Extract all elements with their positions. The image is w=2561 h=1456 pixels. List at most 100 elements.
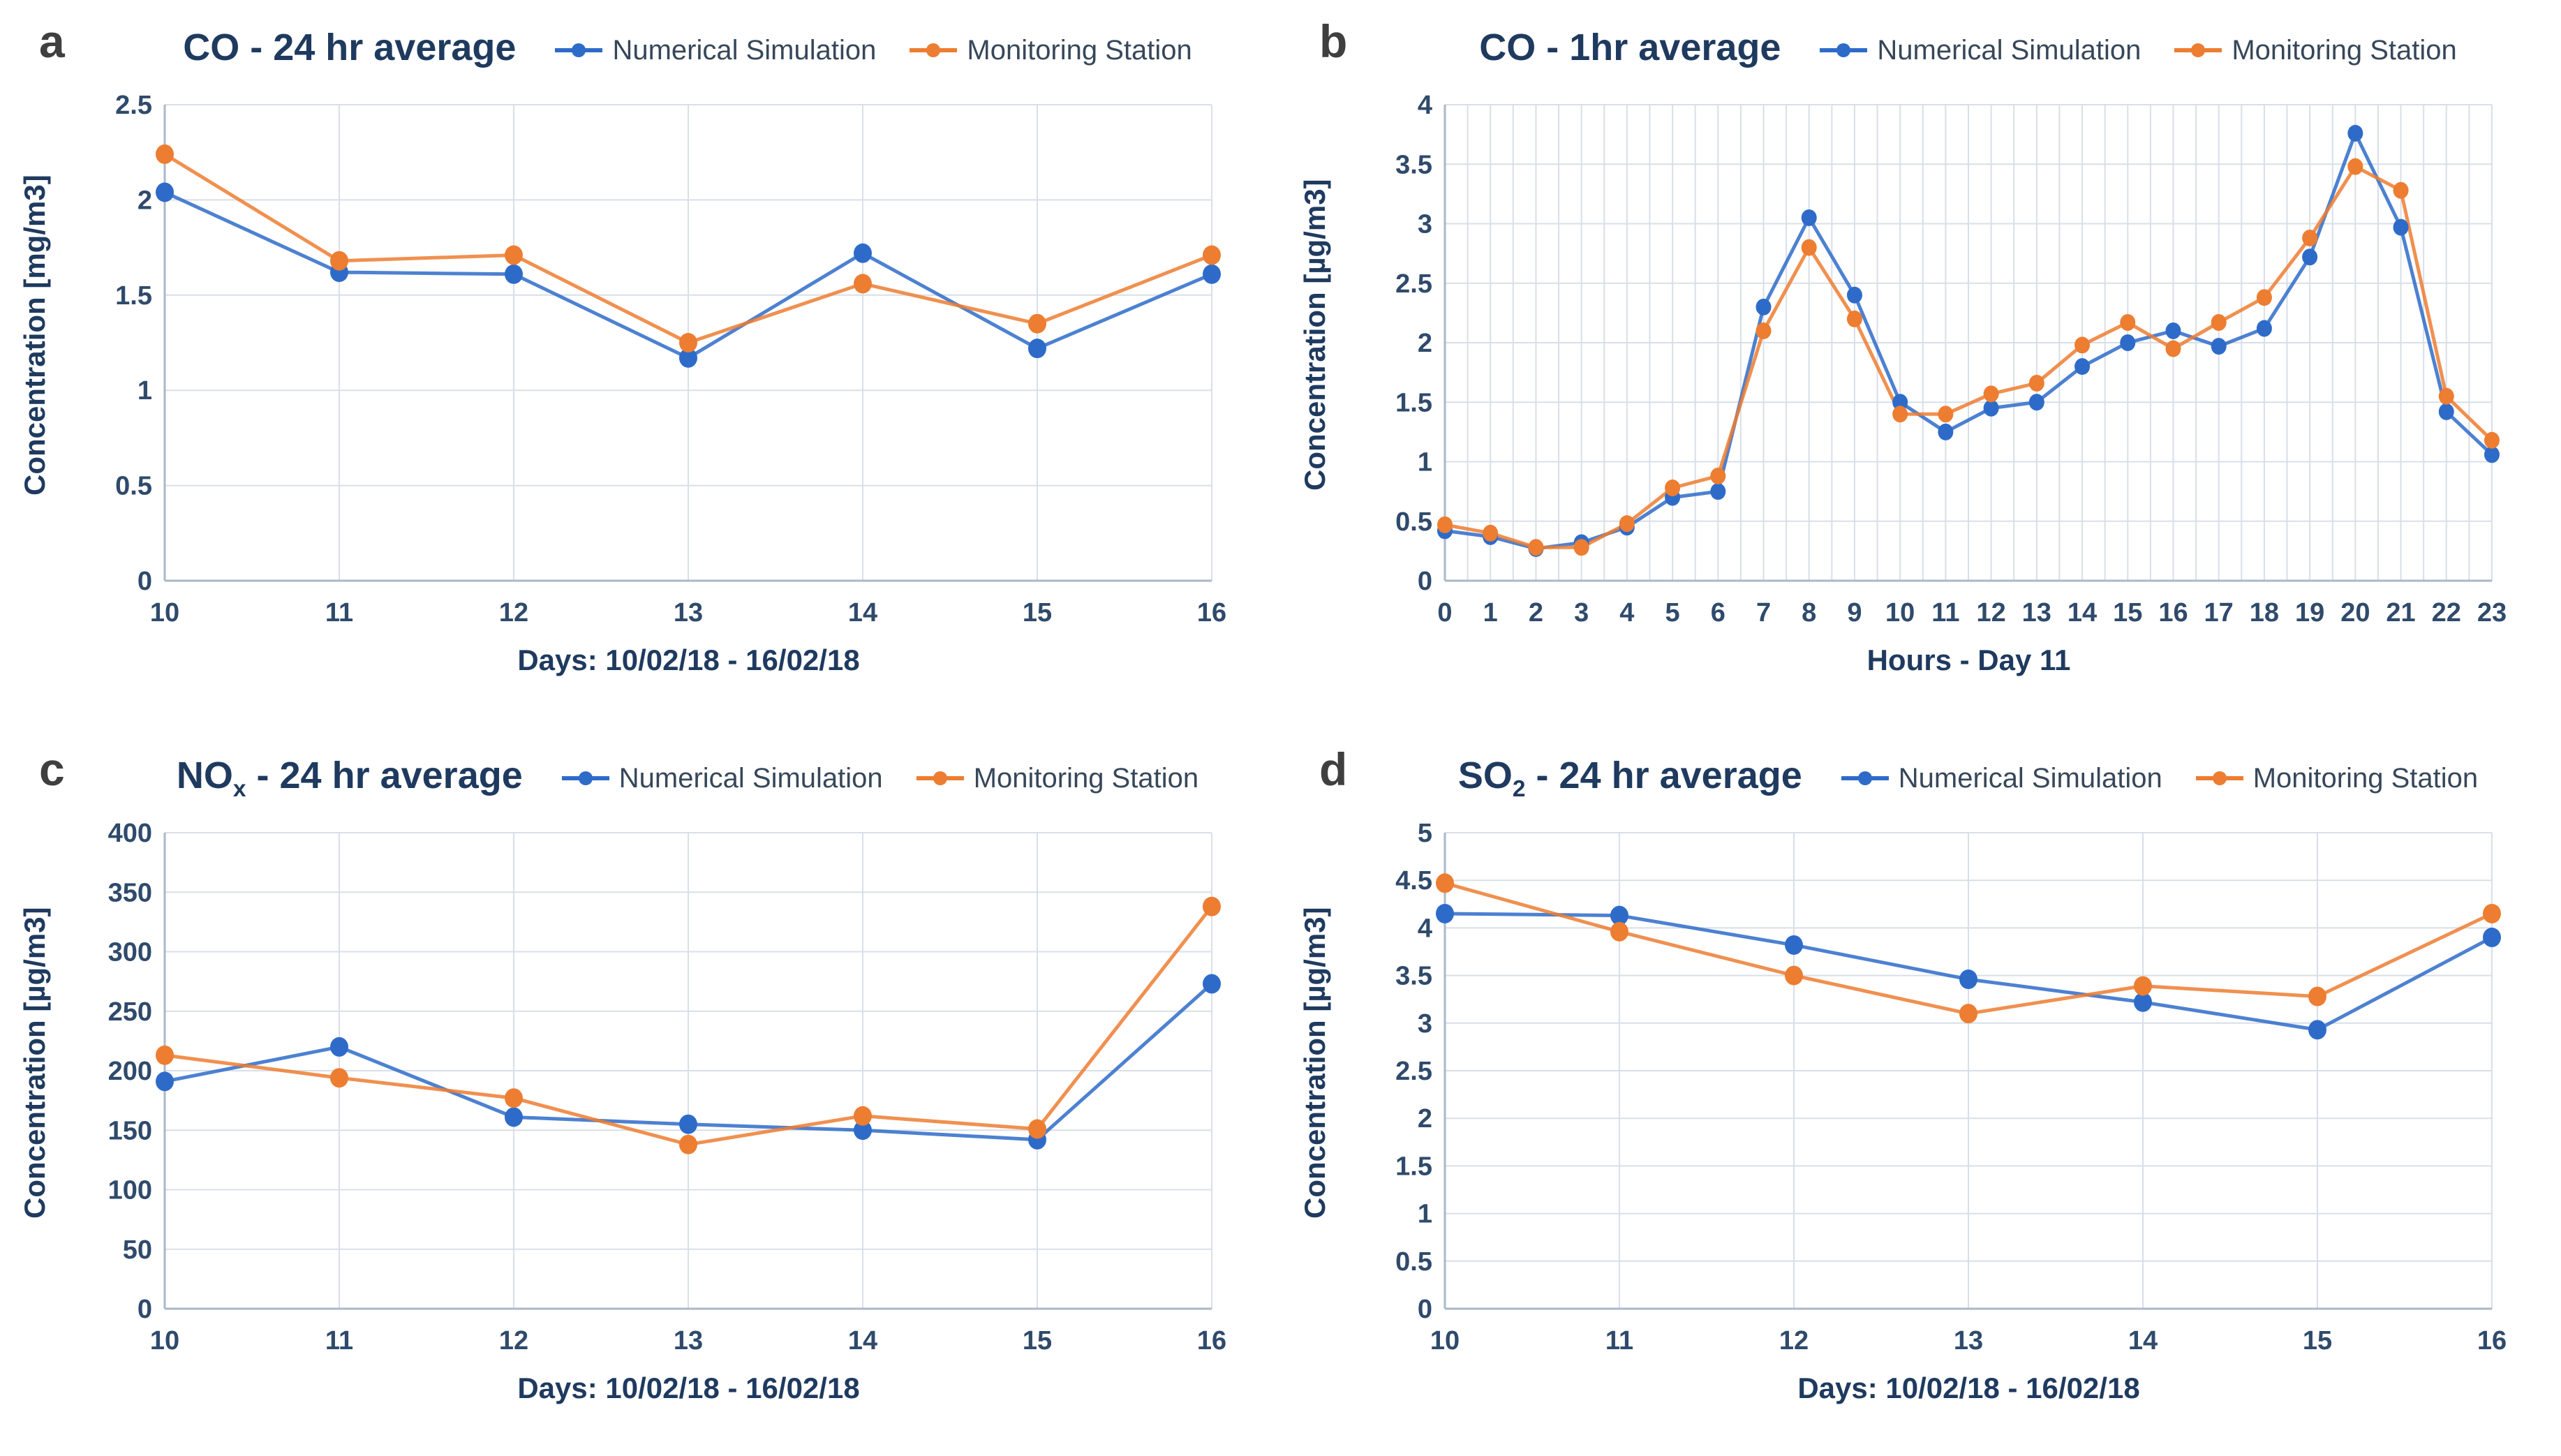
svg-text:10: 10 bbox=[1885, 598, 1915, 627]
chart-title: SO2 - 24 hr average bbox=[1457, 755, 1802, 802]
svg-text:3.5: 3.5 bbox=[1395, 150, 1432, 179]
panel-body: Concentration [mg/m3] 0 0.5 1 1.5 2 2.5 10 11 12… bbox=[18, 91, 1273, 642]
svg-text:12: 12 bbox=[1976, 598, 2005, 627]
svg-text:15: 15 bbox=[1023, 1326, 1052, 1355]
svg-text:0: 0 bbox=[1437, 598, 1452, 627]
panel-body: Concentration [µg/m3] 0 0.5 1 1.5 2 2.5 3 3.5 4 0… bbox=[1298, 91, 2554, 642]
svg-text:3.5: 3.5 bbox=[1395, 962, 1432, 991]
panel-d: d SO2 - 24 hr average Numerical Simulati… bbox=[1280, 728, 2561, 1456]
panel-a: a CO - 24 hr average Numerical Simulatio… bbox=[0, 0, 1280, 728]
svg-text:1: 1 bbox=[1418, 448, 1432, 477]
svg-text:400: 400 bbox=[108, 819, 152, 848]
legend-label: Monitoring Station bbox=[967, 34, 1192, 66]
svg-text:0: 0 bbox=[1418, 1295, 1432, 1324]
svg-text:18: 18 bbox=[2250, 598, 2279, 627]
svg-text:2.5: 2.5 bbox=[1395, 1057, 1432, 1086]
svg-text:1: 1 bbox=[1483, 598, 1498, 627]
svg-text:5: 5 bbox=[1418, 819, 1432, 848]
y-axis-title: Concentration [µg/m3] bbox=[1298, 179, 1331, 491]
svg-text:6: 6 bbox=[1711, 598, 1725, 627]
svg-text:13: 13 bbox=[674, 1326, 703, 1355]
legend-item-simulation: Numerical Simulation bbox=[561, 763, 883, 794]
chart-svg: 0 0.5 1 1.5 2 2.5 3 3.5 4 4.5 5 10 11 12 13 14 15 16 bbox=[1395, 819, 2507, 1355]
svg-text:4: 4 bbox=[1418, 914, 1432, 943]
svg-text:16: 16 bbox=[1197, 1326, 1226, 1355]
panel-letter: b bbox=[1319, 15, 1348, 67]
chart-title: CO - 1hr average bbox=[1479, 27, 1781, 69]
panel-body: Concentration [µg/m3] 0 50 100 150 200 250 300… bbox=[18, 819, 1273, 1370]
svg-text:13: 13 bbox=[674, 598, 703, 627]
panel-c: c NOx - 24 hr average Numerical Simulati… bbox=[0, 728, 1280, 1456]
legend-item-simulation: Numerical Simulation bbox=[1818, 35, 2141, 66]
svg-text:16: 16 bbox=[2158, 598, 2188, 627]
svg-text:15: 15 bbox=[2113, 598, 2142, 627]
y-axis-title: Concentration [µg/m3] bbox=[18, 907, 51, 1219]
svg-text:150: 150 bbox=[108, 1116, 152, 1145]
svg-text:21: 21 bbox=[2386, 598, 2415, 627]
panel-letter: d bbox=[1319, 743, 1348, 795]
svg-text:14: 14 bbox=[848, 1326, 877, 1355]
svg-text:3: 3 bbox=[1418, 1009, 1432, 1039]
svg-text:10: 10 bbox=[1430, 1326, 1460, 1355]
svg-text:100: 100 bbox=[108, 1176, 152, 1205]
svg-text:3: 3 bbox=[1574, 598, 1589, 627]
legend-item-monitoring: Monitoring Station bbox=[915, 763, 1198, 794]
y-axis-title: Concentration [µg/m3] bbox=[1298, 907, 1331, 1219]
svg-text:4.5: 4.5 bbox=[1395, 866, 1432, 896]
y-axis-title: Concentration [mg/m3] bbox=[18, 174, 51, 496]
svg-text:8: 8 bbox=[1802, 598, 1816, 627]
svg-text:12: 12 bbox=[1779, 1326, 1809, 1355]
svg-text:0.5: 0.5 bbox=[1395, 1247, 1432, 1277]
svg-text:15: 15 bbox=[1023, 598, 1052, 627]
panel-letter: c bbox=[39, 743, 65, 795]
svg-text:16: 16 bbox=[1197, 598, 1226, 627]
svg-text:4: 4 bbox=[1418, 91, 1432, 120]
legend: Numerical Simulation Monitoring Station bbox=[1818, 35, 2457, 66]
svg-text:7: 7 bbox=[1756, 598, 1771, 627]
line-marker-icon bbox=[2174, 43, 2222, 57]
panel-header: CO - 24 hr average Numerical Simulation … bbox=[102, 13, 1273, 88]
panel-header: CO - 1hr average Numerical Simulation Mo… bbox=[1382, 13, 2554, 88]
x-axis-title: Hours - Day 11 bbox=[1866, 644, 2071, 676]
svg-text:0: 0 bbox=[1418, 567, 1432, 596]
svg-text:2: 2 bbox=[138, 186, 152, 215]
svg-text:15: 15 bbox=[2303, 1326, 2332, 1355]
svg-text:19: 19 bbox=[2295, 598, 2324, 627]
svg-text:2: 2 bbox=[1529, 598, 1543, 627]
svg-text:13: 13 bbox=[1954, 1326, 1983, 1355]
chart-title: NOx - 24 hr average bbox=[176, 755, 523, 802]
legend-item-simulation: Numerical Simulation bbox=[554, 35, 876, 66]
legend: Numerical Simulation Monitoring Station bbox=[554, 35, 1192, 66]
svg-text:300: 300 bbox=[108, 938, 152, 967]
svg-text:9: 9 bbox=[1847, 598, 1862, 627]
svg-text:350: 350 bbox=[108, 878, 152, 907]
svg-text:11: 11 bbox=[1931, 598, 1959, 627]
line-marker-icon bbox=[561, 771, 609, 785]
x-axis-title: Days: 10/02/18 - 16/02/18 bbox=[517, 644, 860, 676]
svg-text:0: 0 bbox=[138, 567, 152, 596]
svg-text:1.5: 1.5 bbox=[115, 281, 152, 311]
svg-text:0.5: 0.5 bbox=[115, 472, 152, 501]
svg-text:11: 11 bbox=[1605, 1326, 1633, 1355]
svg-text:12: 12 bbox=[499, 1326, 528, 1355]
svg-text:250: 250 bbox=[108, 997, 152, 1027]
svg-text:3: 3 bbox=[1418, 210, 1432, 239]
svg-text:2: 2 bbox=[1418, 1104, 1432, 1134]
chart-title: CO - 24 hr average bbox=[183, 27, 517, 69]
panel-b: b CO - 1hr average Numerical Simulation … bbox=[1280, 0, 2561, 728]
svg-text:20: 20 bbox=[2340, 598, 2370, 627]
svg-text:2.5: 2.5 bbox=[1395, 269, 1432, 299]
chart-svg: 0 0.5 1 1.5 2 2.5 10 11 12 13 14 15 16 bbox=[115, 91, 1226, 627]
chart-svg: 0 50 100 150 200 250 300 350 400 10 11 12 13 14 15 16 bbox=[108, 819, 1227, 1355]
legend-label: Monitoring Station bbox=[2252, 762, 2479, 794]
x-axis-title: Days: 10/02/18 - 16/02/18 bbox=[1797, 1372, 2140, 1404]
panel-body: Concentration [µg/m3] 0 0.5 1 1.5 2 2.5 3 3.5 4 4… bbox=[1298, 819, 2554, 1370]
panel-header: SO2 - 24 hr average Numerical Simulation… bbox=[1382, 741, 2554, 816]
legend-item-monitoring: Monitoring Station bbox=[908, 35, 1192, 66]
legend-label: Numerical Simulation bbox=[618, 762, 883, 794]
legend-item-simulation: Numerical Simulation bbox=[1840, 763, 2162, 794]
svg-text:5: 5 bbox=[1665, 598, 1680, 627]
svg-text:13: 13 bbox=[2022, 598, 2051, 627]
svg-text:50: 50 bbox=[123, 1235, 152, 1265]
